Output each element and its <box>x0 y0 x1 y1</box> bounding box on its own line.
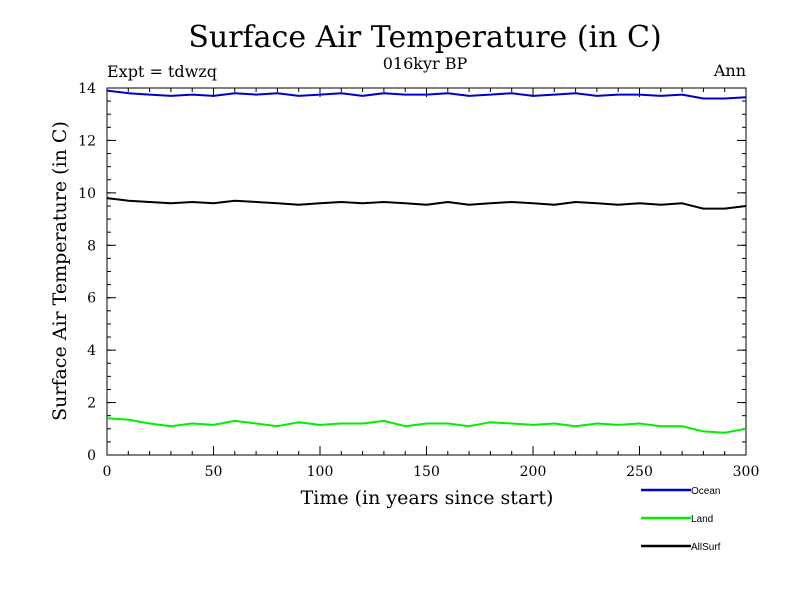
x-tick-label: 150 <box>413 464 440 480</box>
x-axis-label: Time (in years since start) <box>301 487 554 509</box>
series-line-land <box>106 417 747 434</box>
y-tick-label: 14 <box>78 81 96 97</box>
season-label: Ann <box>713 61 746 80</box>
chart-subtitle: 016kyr BP <box>383 54 468 73</box>
series-line-ocean <box>106 89 747 100</box>
y-tick-label: 12 <box>78 133 96 149</box>
x-tick-label: 0 <box>103 464 112 480</box>
x-tick-label: 100 <box>307 464 334 480</box>
experiment-label: Expt = tdwzq <box>107 62 217 81</box>
y-axis-label: Surface Air Temperature (in C) <box>49 121 71 421</box>
y-tick-label: 6 <box>87 291 96 307</box>
legend-label-allsurf: AllSurf <box>691 542 721 553</box>
series-line-allsurf <box>106 197 747 210</box>
x-tick-label: 300 <box>733 464 760 480</box>
x-tick-label: 50 <box>205 464 223 480</box>
y-tick-label: 8 <box>87 238 96 254</box>
legend-label-land: Land <box>691 514 713 525</box>
chart-title: Surface Air Temperature (in C) <box>188 20 661 55</box>
y-tick-label: 0 <box>87 448 96 464</box>
plot-frame <box>106 87 747 456</box>
x-tick-label: 250 <box>626 464 653 480</box>
legend-label-ocean: Ocean <box>691 486 720 497</box>
y-tick-label: 10 <box>78 186 96 202</box>
y-tick-label: 2 <box>87 396 96 412</box>
x-tick-label: 200 <box>520 464 547 480</box>
y-tick-label: 4 <box>87 343 96 359</box>
